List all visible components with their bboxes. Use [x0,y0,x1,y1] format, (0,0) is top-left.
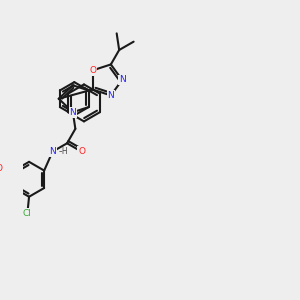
Text: O: O [89,66,96,75]
Text: O: O [0,164,2,172]
Text: O: O [78,147,85,156]
Text: N: N [49,147,56,156]
Text: –H: –H [59,147,68,156]
Text: Cl: Cl [23,209,32,218]
Text: N: N [107,91,114,100]
Text: N: N [119,75,125,84]
Text: N: N [70,108,76,117]
